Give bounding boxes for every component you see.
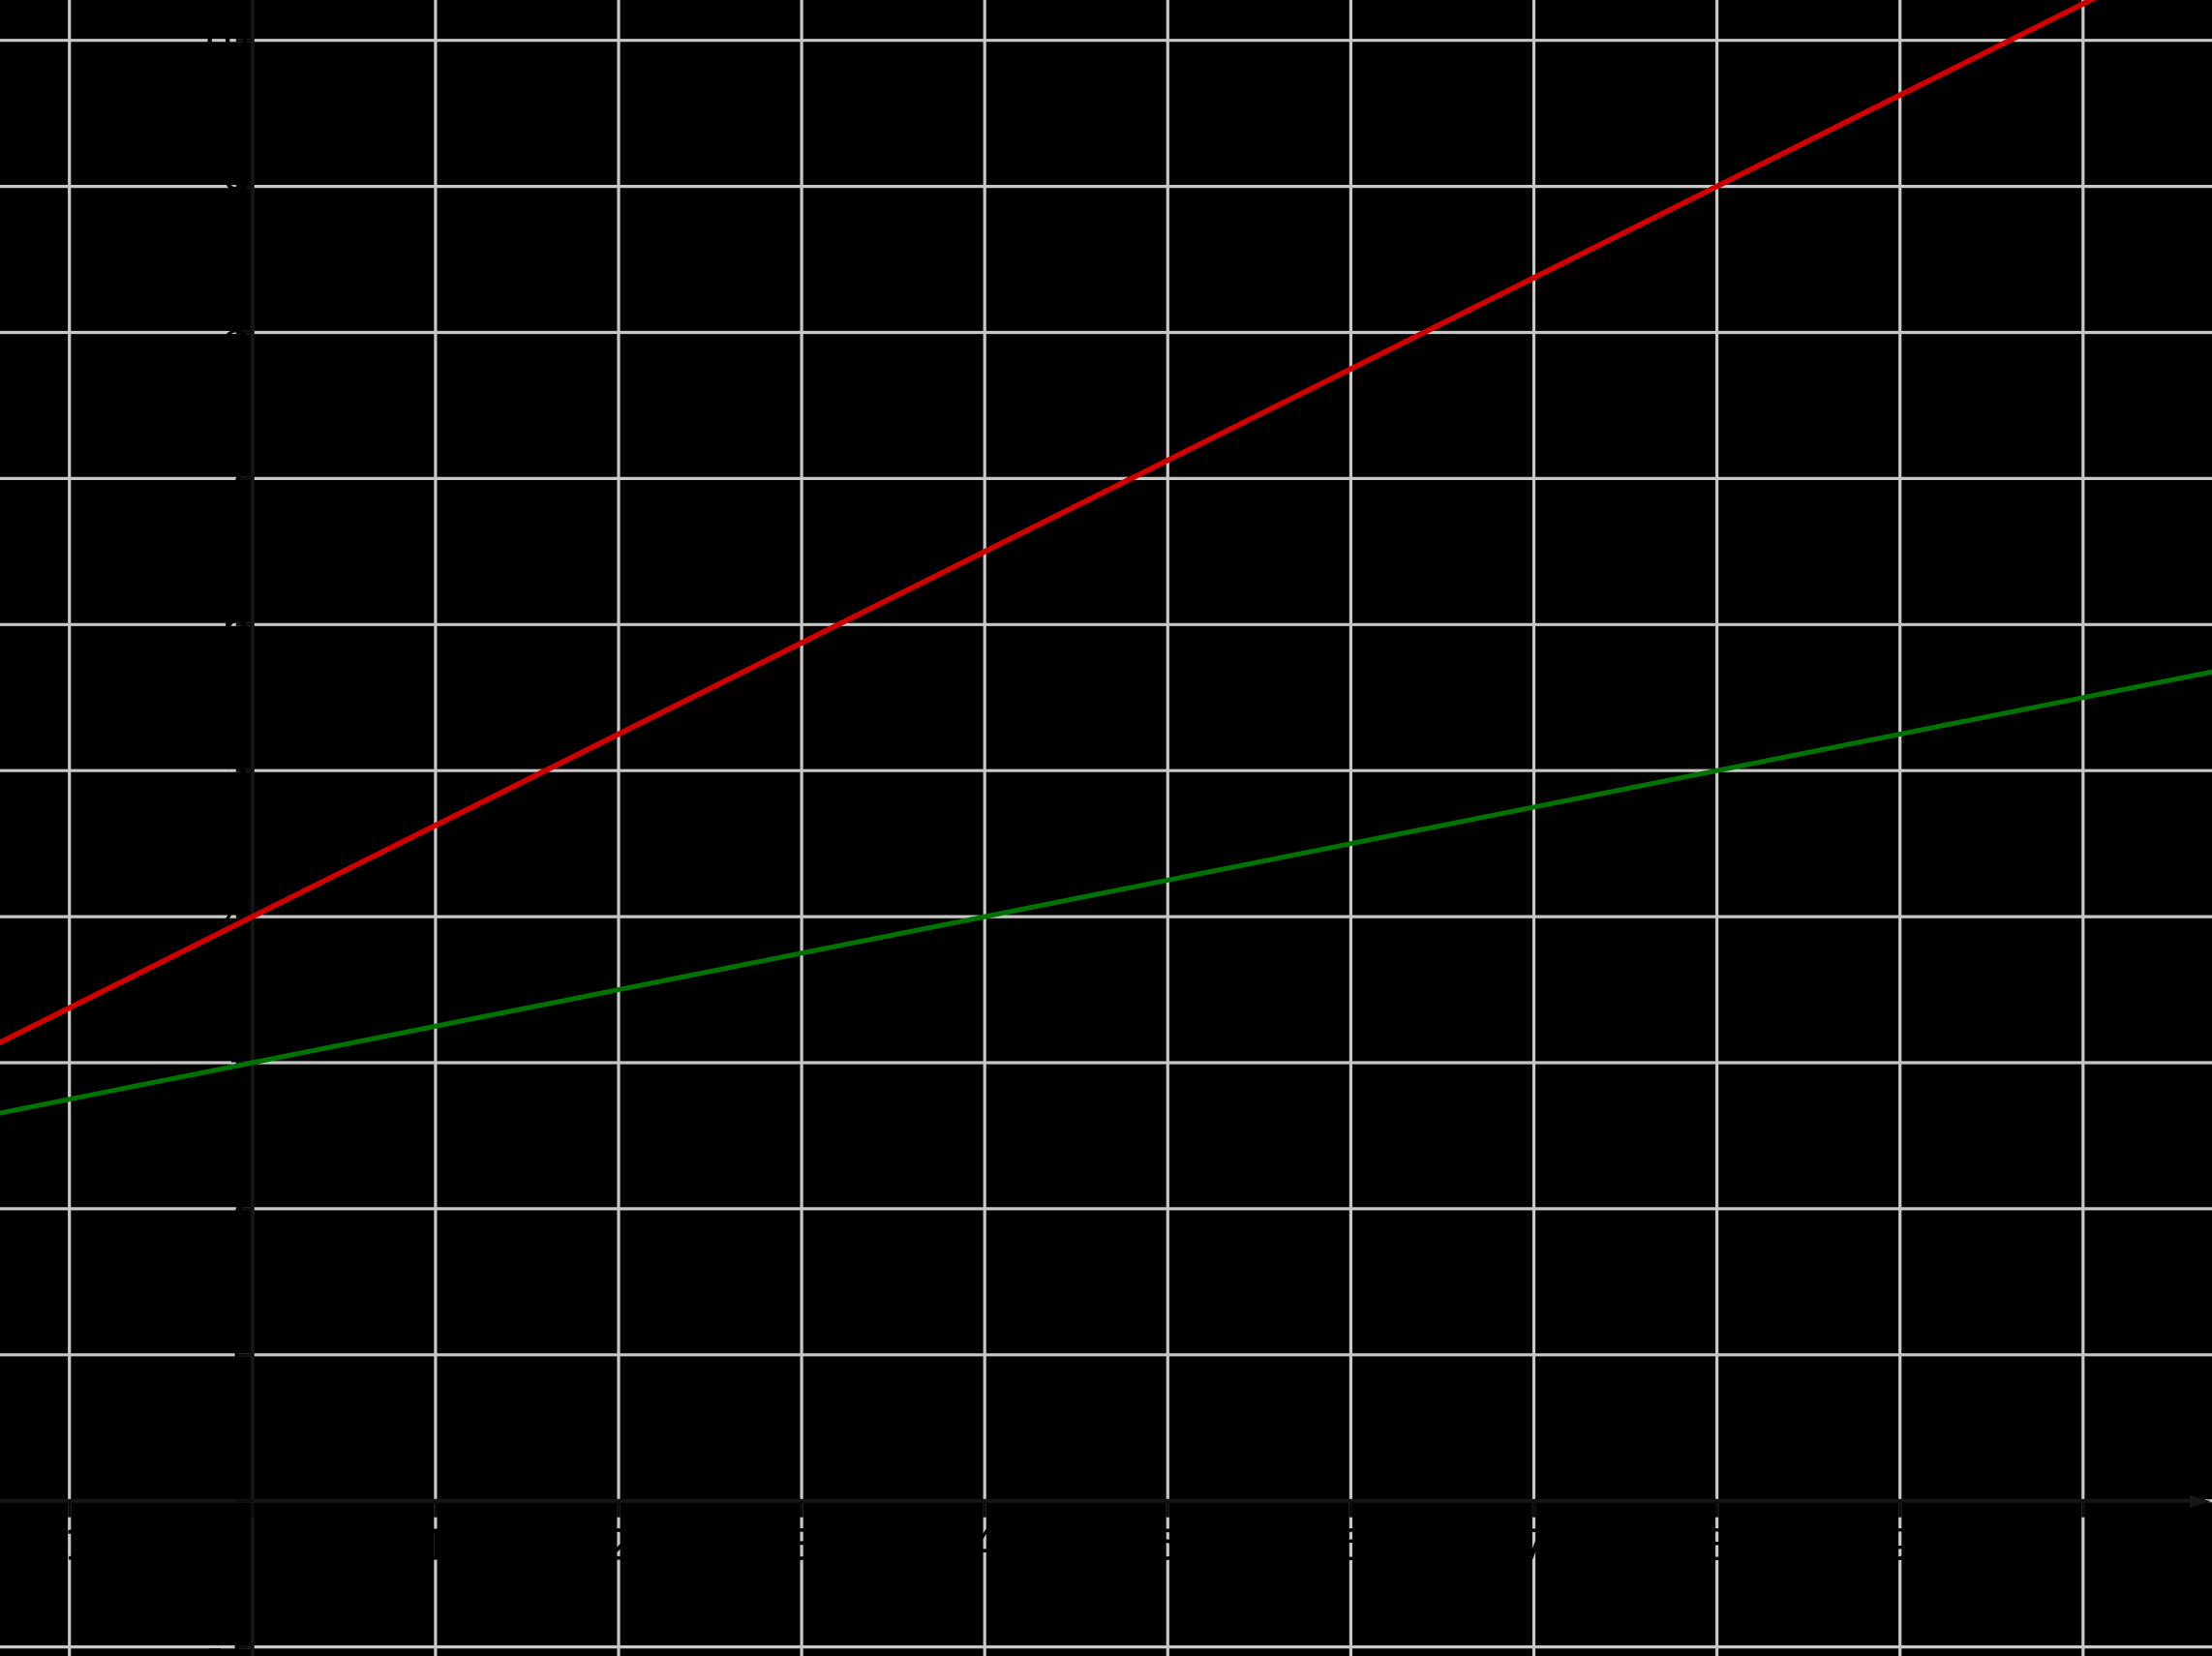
x-axis-arrowhead-icon — [2190, 1494, 2211, 1508]
origin-label: 0 — [212, 1521, 239, 1571]
x-axis-tick-label: 4 — [971, 1521, 998, 1571]
x-axis-tick-label: 9 — [1887, 1521, 1914, 1571]
y-axis-tick-label: 5 — [223, 746, 250, 796]
red-line — [0, 0, 2098, 1046]
x-axis-tick-label: 3 — [788, 1521, 815, 1571]
y-axis-tick-label: 7 — [223, 454, 250, 503]
green-line — [0, 669, 2212, 1116]
x-axis-tick-label: 7 — [1521, 1521, 1548, 1571]
y-axis-tick-label: 1 — [223, 1331, 250, 1380]
y-axis-tick-label: 4 — [223, 892, 250, 942]
y-axis-tick-label: 6 — [223, 600, 250, 649]
x-axis-tick-label: 10 — [2056, 1521, 2110, 1571]
x-axis-tick-label: 1 — [422, 1521, 449, 1571]
y-axis-tick-label: -1 — [207, 1623, 250, 1656]
y-axis-tick-label: 2 — [223, 1185, 250, 1234]
x-axis-tick-label: -1 — [48, 1521, 91, 1571]
y-axis-tick-label: 9 — [223, 163, 250, 212]
x-axis-tick-label: 5 — [1154, 1521, 1181, 1571]
y-axis-tick-label: 10 — [196, 16, 250, 66]
x-axis-tick-label: 2 — [605, 1521, 632, 1571]
y-axis-tick-label: 8 — [223, 309, 250, 358]
x-axis-tick-label: 6 — [1337, 1521, 1364, 1571]
x-axis-tick-label: 8 — [1704, 1521, 1731, 1571]
